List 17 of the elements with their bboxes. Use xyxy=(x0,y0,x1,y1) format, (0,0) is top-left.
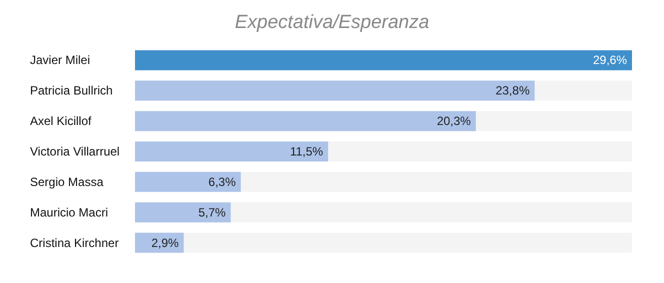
y-tick-label: Sergio Massa xyxy=(30,174,104,189)
bar xyxy=(135,202,231,222)
data-label: 2,9% xyxy=(151,236,180,250)
chart-title: Expectativa/Esperanza xyxy=(234,12,430,33)
y-tick-label: Mauricio Macri xyxy=(30,205,108,220)
data-label: 5,7% xyxy=(198,205,226,220)
bar xyxy=(135,172,241,192)
data-label: 23,8% xyxy=(496,84,530,98)
data-label: 11,5% xyxy=(290,144,324,158)
y-tick-label: Victoria Villarruel xyxy=(30,144,120,158)
y-tick-label: Patricia Bullrich xyxy=(30,84,113,98)
y-tick-label: Javier Milei xyxy=(30,53,90,68)
y-tick-label: Axel Kicillof xyxy=(30,114,92,128)
data-label: 20,3% xyxy=(436,114,472,128)
data-label: 6,3% xyxy=(208,174,236,189)
y-tick-label: Cristina Kirchner xyxy=(30,236,119,250)
data-label: 29,6% xyxy=(592,53,628,68)
